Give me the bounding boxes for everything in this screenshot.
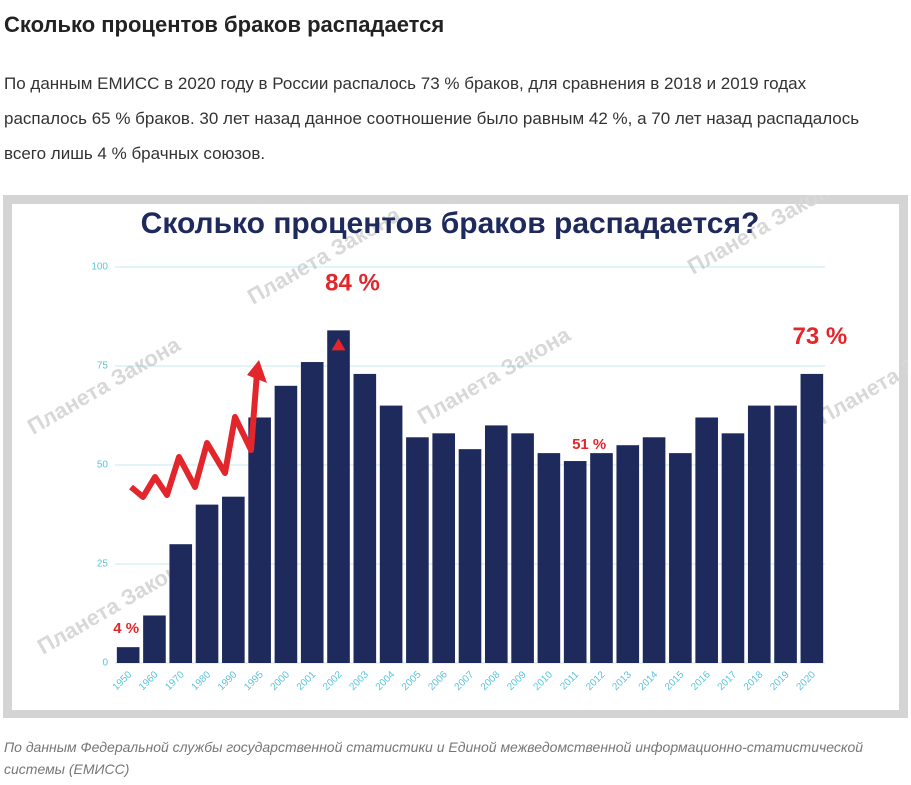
bar <box>774 405 797 663</box>
bar <box>300 362 324 663</box>
bar <box>590 453 613 663</box>
bar <box>274 385 298 663</box>
value-label: 51 % <box>572 436 606 453</box>
y-tick-label: 50 <box>97 460 109 471</box>
bar <box>379 405 403 663</box>
bar <box>406 437 429 663</box>
bar <box>721 433 745 663</box>
decor-arrow <box>129 372 260 500</box>
article-paragraph: По данным ЕМИСС в 2020 году в России рас… <box>4 74 860 163</box>
value-label: 4 % <box>113 620 139 637</box>
bar <box>327 330 350 663</box>
bar <box>511 433 534 663</box>
bar <box>432 433 456 663</box>
bar <box>222 496 245 663</box>
bar <box>616 445 640 663</box>
bar <box>695 417 718 663</box>
bar <box>353 373 377 663</box>
decor-arrowhead <box>247 360 267 383</box>
bar <box>195 504 219 663</box>
bar <box>169 544 193 663</box>
bar <box>143 615 166 663</box>
y-tick-label: 0 <box>102 658 108 669</box>
y-tick-label: 25 <box>97 559 109 570</box>
bar <box>248 417 271 663</box>
bar <box>458 449 482 663</box>
value-label: 84 % <box>325 269 380 296</box>
bar <box>800 373 824 663</box>
y-tick-label: 75 <box>97 361 109 372</box>
chart-title: Сколько процентов браков распадается? <box>141 207 760 240</box>
bar <box>563 461 587 663</box>
article-title: Сколько процентов браков распадается <box>4 12 445 37</box>
bar <box>537 453 561 663</box>
caption: По данным Федеральной службы государстве… <box>4 739 864 777</box>
bar <box>747 405 771 663</box>
decor-triangle <box>331 338 346 351</box>
bar <box>116 647 140 663</box>
value-label: 73 % <box>793 323 848 350</box>
y-tick-label: 100 <box>91 262 108 273</box>
bar <box>669 453 692 663</box>
bar <box>484 425 508 663</box>
bar <box>642 437 666 663</box>
